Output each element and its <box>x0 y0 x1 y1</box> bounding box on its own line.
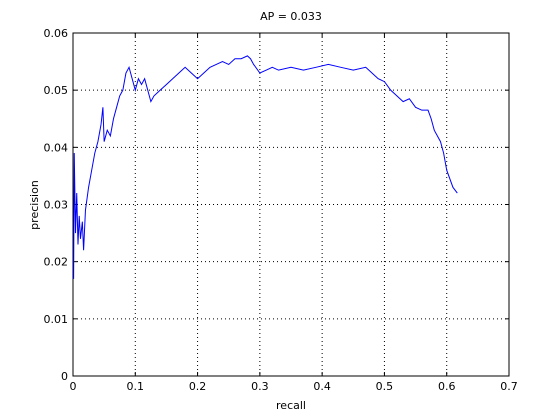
y-tick-label: 0.02 <box>44 256 69 269</box>
x-tick-label: 0.2 <box>189 380 207 393</box>
y-tick-label: 0 <box>61 370 68 383</box>
x-tick-label: 0.4 <box>313 380 331 393</box>
x-tick-label: 0.7 <box>500 380 518 393</box>
x-tick-label: 0 <box>70 380 77 393</box>
data-line <box>73 55 458 279</box>
plot-frame <box>72 32 510 377</box>
chart-title: AP = 0.033 <box>260 10 322 23</box>
y-tick-label: 0.06 <box>44 27 69 40</box>
y-tick-label: 0.04 <box>44 141 69 154</box>
y-tick-label: 0.03 <box>44 199 69 212</box>
x-tick-label: 0.3 <box>251 380 269 393</box>
x-tick-label: 0.5 <box>376 380 394 393</box>
y-tick-label: 0.01 <box>44 313 69 326</box>
y-tick-label: 0.05 <box>44 84 69 97</box>
x-tick-label: 0.1 <box>127 380 145 393</box>
y-axis-label: precision <box>28 180 41 230</box>
x-tick-label: 0.6 <box>438 380 456 393</box>
x-axis-label: recall <box>276 399 306 412</box>
